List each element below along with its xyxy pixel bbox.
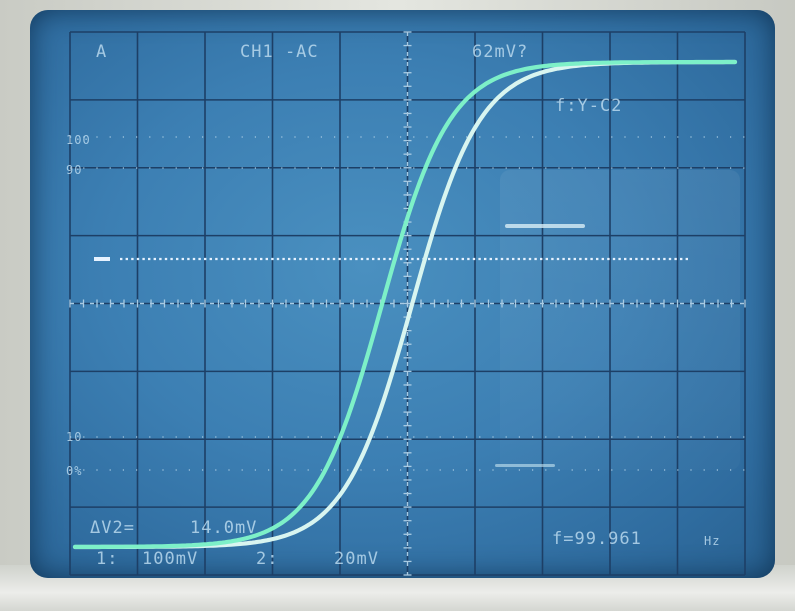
ch2-scale-prefix: 2: — [256, 549, 279, 569]
scale-label-100: 100 — [66, 133, 91, 147]
screen-reflection — [500, 170, 740, 470]
hysteresis-trace-return — [72, 59, 738, 550]
screen-glint-lower — [495, 464, 555, 467]
ch1-scale-prefix: 1: — [96, 549, 119, 569]
measurement-readout: 62mV? — [472, 42, 529, 62]
trigger-mode-label: A — [96, 42, 108, 62]
frequency-unit: Hz — [704, 534, 721, 548]
oscilloscope-screen — [30, 10, 775, 578]
cursor-marker — [94, 257, 110, 261]
graticule-ticks — [69, 31, 746, 576]
frequency-readout: f=99.961 — [552, 529, 642, 549]
hysteresis-trace-forward — [72, 59, 738, 549]
screen-glint — [505, 224, 585, 228]
ch1-scale-value: 100mV — [142, 549, 199, 569]
scale-label-0-percent: 0% — [66, 464, 83, 478]
scale-label-90: 90 — [66, 163, 83, 177]
delta-v-value: 14.0mV — [190, 518, 258, 538]
function-mode-label: f:Y-C2 — [555, 96, 623, 116]
scale-label-10: 10 — [66, 430, 83, 444]
delta-v-label: ΔV2= — [90, 518, 135, 538]
channel-coupling-label: CH1 -AC — [240, 42, 319, 62]
ch2-scale-value: 20mV — [334, 549, 379, 569]
